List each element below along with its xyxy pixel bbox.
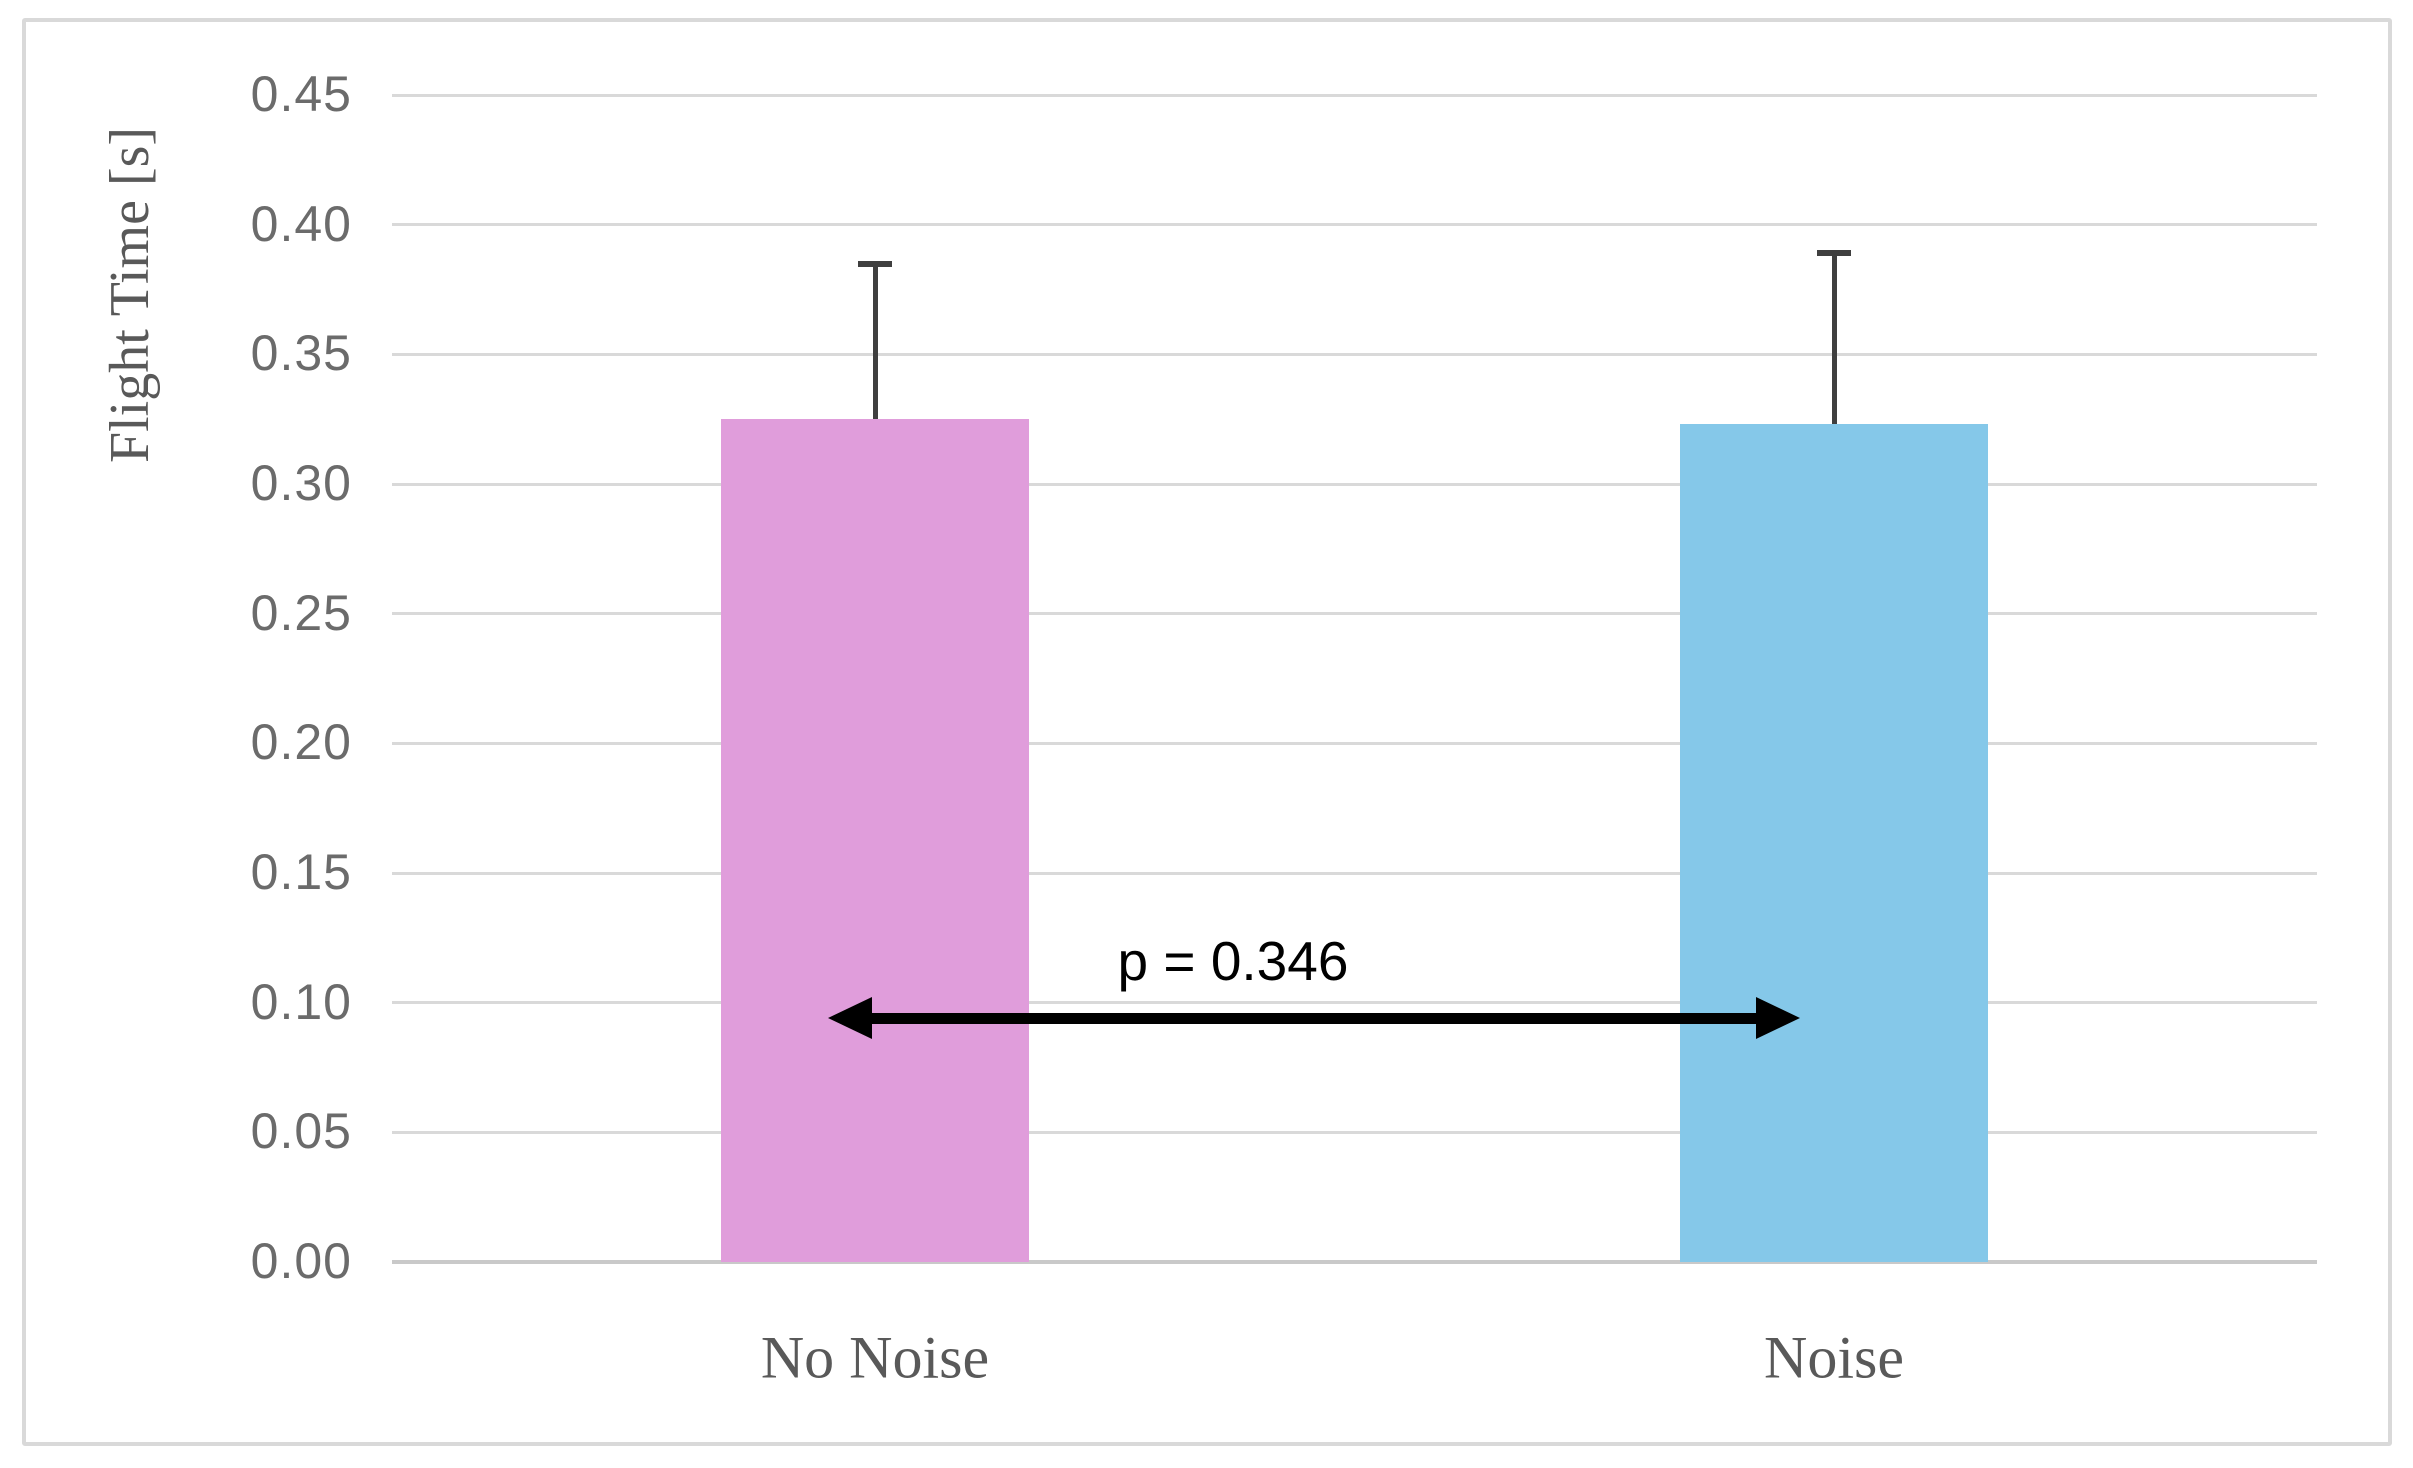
chart-border-frame bbox=[22, 18, 2392, 1446]
y-tick-label: 0.40 bbox=[250, 195, 352, 252]
x-category-label: Noise bbox=[1764, 1324, 1904, 1391]
error-bar bbox=[1831, 253, 1837, 425]
significance-arrow-left-head bbox=[828, 997, 872, 1040]
y-tick-label: 0.05 bbox=[250, 1103, 352, 1160]
gridline bbox=[392, 871, 2317, 875]
x-axis-line bbox=[392, 1260, 2317, 1264]
gridline bbox=[392, 741, 2317, 745]
gridline bbox=[392, 93, 2317, 97]
error-bar-cap bbox=[858, 260, 892, 267]
error-bar bbox=[872, 263, 878, 420]
y-axis-title: Flight Time [s] bbox=[99, 126, 161, 464]
gridline bbox=[392, 612, 2317, 616]
y-tick-label: 0.30 bbox=[250, 454, 352, 511]
y-tick-label: 0.25 bbox=[250, 584, 352, 641]
bar-noise bbox=[1680, 424, 1988, 1262]
gridline bbox=[392, 1130, 2317, 1134]
error-bar-cap bbox=[1817, 250, 1851, 257]
gridline bbox=[392, 1001, 2317, 1005]
gridline bbox=[392, 352, 2317, 356]
gridline bbox=[392, 223, 2317, 227]
bar-no-noise bbox=[721, 419, 1029, 1262]
y-tick-label: 0.00 bbox=[250, 1232, 352, 1289]
significance-arrow-shaft bbox=[866, 1012, 1762, 1024]
y-tick-label: 0.10 bbox=[250, 973, 352, 1030]
p-value-annotation: p = 0.346 bbox=[1117, 930, 1349, 993]
y-tick-label: 0.35 bbox=[250, 325, 352, 382]
y-tick-label: 0.15 bbox=[250, 843, 352, 900]
gridline bbox=[392, 482, 2317, 486]
y-tick-label: 0.45 bbox=[250, 65, 352, 122]
significance-arrow-right-head bbox=[1756, 997, 1800, 1040]
y-tick-label: 0.20 bbox=[250, 714, 352, 771]
x-category-label: No Noise bbox=[760, 1324, 990, 1391]
